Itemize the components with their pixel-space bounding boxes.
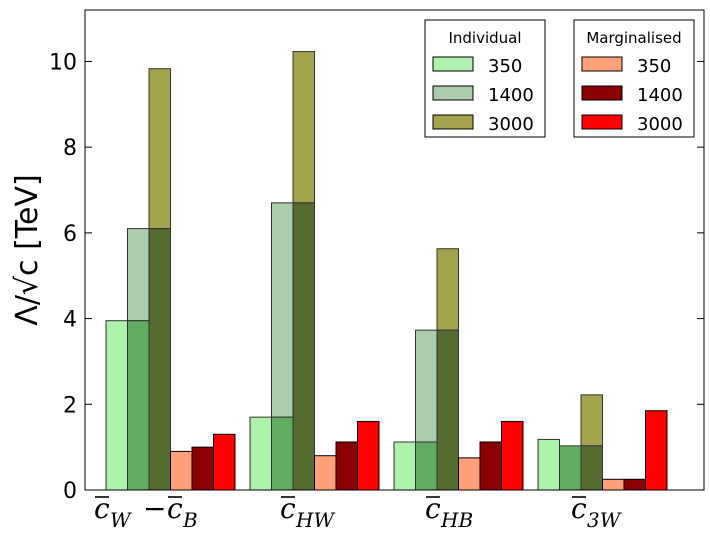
category-label-subscript: W [110,508,132,532]
category-label: c HW [280,492,335,532]
y-tick-label: 10 [49,50,77,75]
bar-marginalised-350 [458,457,481,491]
y-tick-label: 6 [63,222,77,247]
bar-individual-1400 [415,329,438,443]
category-label-base: c [571,492,587,525]
bar-individual-1400 [559,445,582,491]
legend-swatch-350 [581,56,623,72]
bar-individual-1400 [271,202,294,418]
legend-title: Individual [448,29,521,47]
legend-label-3000: 3000 [637,114,683,135]
bar-marginalised-350 [170,450,193,491]
legend-swatch-1400 [432,85,474,101]
y-axis-ticks: 0 2 4 6 8 10 [49,50,704,504]
legend-swatch-3000 [581,114,623,130]
y-tick-label: 0 [63,479,77,504]
bars-group [105,51,668,491]
plot-frame [84,9,705,491]
bar-marginalised-3000 [501,420,524,491]
bar-individual-3000-overlap [292,202,315,491]
y-tick-label: 8 [63,136,77,161]
bar-individual-3000-overlap [436,329,459,491]
legend-swatch-1400 [581,85,623,101]
minus-sign: − [143,492,166,525]
bar-individual-350 [393,441,416,491]
legend-swatch-3000 [432,114,474,130]
legend-marginalised: Marginalised 350 1400 3000 [573,19,695,138]
category-label-subscript: 3W [587,508,622,532]
bar-marginalised-3000 [645,410,668,491]
bar-individual-3000 [148,68,171,230]
bar-individual-350 [537,438,560,491]
bar-individual-1400-overlap [271,416,294,491]
legend-label-350: 350 [637,56,671,77]
y-tick-label: 2 [63,393,77,418]
bar-marginalised-3000 [213,433,236,491]
bar-individual-350 [105,320,128,491]
bar-individual-3000 [436,248,459,331]
bar-marginalised-1400 [335,441,358,491]
legend-label-1400: 1400 [488,85,534,106]
bar-individual-1400 [127,228,150,322]
bar-marginalised-1400 [479,441,502,491]
bar-marginalised-3000 [357,420,380,491]
bar-individual-1400-overlap [127,320,150,491]
category-label-subscript: HW [295,508,335,532]
legend-swatch-350 [432,56,474,72]
bar-individual-3000-overlap [580,445,603,491]
bar-marginalised-350 [314,455,337,491]
y-axis-label: Λ/√c [TeV] [10,174,45,325]
bar-marginalised-350 [602,478,625,491]
legend-label-1400: 1400 [637,85,683,106]
bar-individual-350 [249,416,272,491]
legend-label-350: 350 [488,56,522,77]
bar-marginalised-1400 [623,478,646,491]
bar-individual-3000 [292,51,315,204]
legend-title: Marginalised [586,29,681,47]
category-label-base: c [280,492,296,525]
category-label: c 3W [571,492,622,532]
bar-individual-3000 [580,394,603,447]
category-label-base: c [94,492,110,525]
legend-individual: Individual 350 1400 3000 [424,19,546,138]
category-label-subscript: B [182,508,198,532]
bar-individual-3000-overlap [148,228,171,491]
legend-label-3000: 3000 [488,114,534,135]
bar-individual-1400-overlap [415,441,438,491]
y-tick-label: 4 [63,308,77,333]
bar-marginalised-1400 [191,446,214,491]
category-label-base: c [167,492,183,525]
category-label-base: c [425,492,441,525]
category-label-subscript: HB [440,508,473,532]
category-label: c HB [425,492,473,532]
